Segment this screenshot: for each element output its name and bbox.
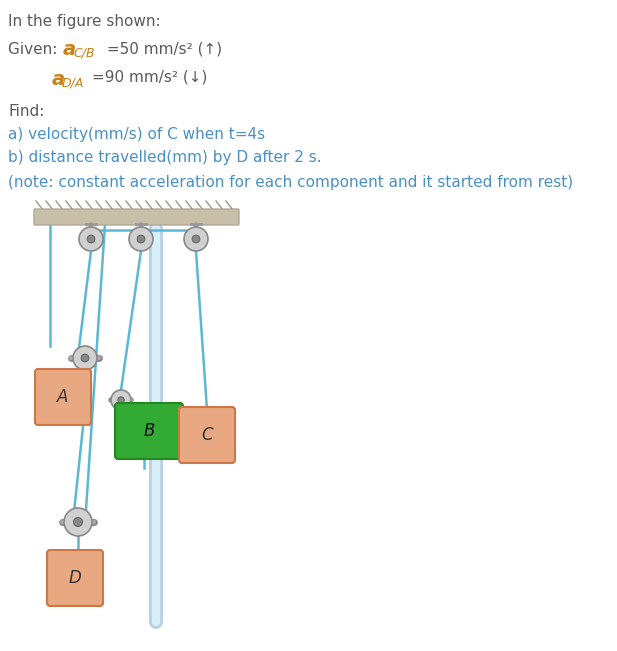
Circle shape bbox=[87, 235, 95, 243]
Circle shape bbox=[184, 227, 208, 251]
Text: a) velocity(mm/s) of C when t=4s: a) velocity(mm/s) of C when t=4s bbox=[8, 127, 265, 142]
Text: Find:: Find: bbox=[8, 104, 44, 119]
FancyBboxPatch shape bbox=[47, 550, 103, 606]
Text: =90 mm/s² (↓): =90 mm/s² (↓) bbox=[92, 70, 207, 85]
Circle shape bbox=[73, 346, 97, 370]
Text: D/A: D/A bbox=[62, 76, 85, 89]
Circle shape bbox=[111, 390, 131, 410]
Circle shape bbox=[118, 397, 124, 403]
Circle shape bbox=[81, 354, 89, 362]
Text: C/B: C/B bbox=[73, 46, 94, 59]
Text: (note: constant acceleration for each component and it started from rest): (note: constant acceleration for each co… bbox=[8, 175, 573, 190]
Circle shape bbox=[129, 227, 153, 251]
Text: B: B bbox=[143, 422, 155, 440]
Text: A: A bbox=[57, 388, 68, 406]
FancyBboxPatch shape bbox=[34, 209, 239, 225]
Circle shape bbox=[64, 508, 92, 536]
Text: b) distance travelled(mm) by D after 2 s.: b) distance travelled(mm) by D after 2 s… bbox=[8, 150, 321, 165]
Text: Given:: Given: bbox=[8, 42, 62, 57]
Circle shape bbox=[192, 235, 200, 243]
Circle shape bbox=[137, 235, 145, 243]
Text: a: a bbox=[63, 40, 76, 59]
FancyBboxPatch shape bbox=[179, 407, 235, 463]
Text: a: a bbox=[52, 70, 65, 89]
Text: In the figure shown:: In the figure shown: bbox=[8, 14, 160, 29]
Text: D: D bbox=[68, 569, 81, 587]
FancyBboxPatch shape bbox=[115, 403, 183, 459]
Text: C: C bbox=[201, 426, 213, 444]
Circle shape bbox=[79, 227, 103, 251]
FancyBboxPatch shape bbox=[35, 369, 91, 425]
Text: =50 mm/s² (↑): =50 mm/s² (↑) bbox=[102, 42, 222, 57]
Circle shape bbox=[73, 518, 83, 527]
